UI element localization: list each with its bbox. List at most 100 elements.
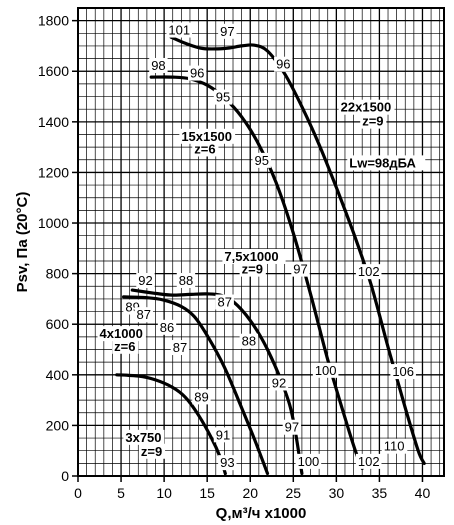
noise-label-background <box>176 273 196 289</box>
noise-label-background <box>312 362 339 378</box>
y-tick-label: 200 <box>46 417 70 433</box>
noise-level-label: 89 <box>194 389 208 404</box>
curve-label: z=9 <box>242 262 263 277</box>
y-tick-label: 1400 <box>38 114 69 130</box>
noise-label-background <box>218 455 237 471</box>
noise-level-label: 87 <box>218 295 232 310</box>
x-tick-label: 15 <box>199 485 215 501</box>
noise-level-label: 106 <box>392 364 414 379</box>
noise-label-background <box>134 307 153 323</box>
x-tick-label: 30 <box>329 485 345 501</box>
x-tick-label: 25 <box>286 485 302 501</box>
noise-label-background <box>355 264 382 280</box>
curve-label: z=9 <box>141 444 162 459</box>
noise-label-background <box>291 261 310 277</box>
noise-label-background <box>252 152 271 168</box>
y-axis-label: Psv, Па (20°С) <box>14 192 31 293</box>
noise-label-background <box>192 389 211 405</box>
noise-level-label: 95 <box>216 90 230 105</box>
y-tick-label: 0 <box>61 468 69 484</box>
curve-label-background <box>360 113 387 129</box>
plot-frame <box>77 7 445 477</box>
noise-level-label: 101 <box>168 23 190 38</box>
noise-label-background <box>149 57 168 73</box>
noise-label-background <box>215 294 234 310</box>
x-tick-label: 40 <box>415 485 431 501</box>
y-tick-label: 1600 <box>38 63 69 79</box>
curve-label-background <box>179 128 236 144</box>
noise-level-label: 91 <box>216 427 230 442</box>
noise-level-label: 102 <box>358 264 380 279</box>
noise-level-label: 86 <box>160 320 174 335</box>
curve-label: 4x1000 <box>100 326 143 341</box>
minor-grid <box>77 7 444 477</box>
noise-label-background <box>390 364 416 380</box>
noise-level-label: 97 <box>220 24 234 39</box>
noise-level-label: 96 <box>276 57 290 72</box>
noise-level-label: 97 <box>285 420 299 435</box>
x-axis-ticks: 0 5 10 15 20 25 30 35 40 <box>74 476 430 501</box>
curve-label: z=6 <box>194 141 215 156</box>
noise-label-background <box>282 419 302 435</box>
curve-label-background <box>192 141 219 157</box>
noise-level-label: 102 <box>358 454 380 469</box>
y-tick-label: 1000 <box>38 215 69 231</box>
noise-level-label: 97 <box>293 262 307 277</box>
major-grid <box>77 8 444 477</box>
x-tick-label: 5 <box>117 485 125 501</box>
noise-label-background <box>187 65 207 81</box>
curve-label: z=9 <box>362 114 383 129</box>
x-tick-label: 20 <box>242 485 258 501</box>
x-tick-label: 35 <box>372 485 388 501</box>
curve-label: 22x1500 <box>341 100 392 115</box>
annotation-background <box>347 155 426 171</box>
curve-3x750 <box>115 373 227 476</box>
noise-label-background <box>355 453 382 469</box>
curve-labels: 3x750z=94x1000z=67,5x1000z=915x1500z=622… <box>97 99 395 459</box>
noise-level-label: 88 <box>242 334 256 349</box>
curve-label: 3x750 <box>125 430 161 445</box>
sound-level-annotation: Lw=98дБА <box>349 155 416 170</box>
noise-level-label: 95 <box>255 153 269 168</box>
noise-label-background <box>274 56 293 72</box>
x-tick-label: 0 <box>74 485 82 501</box>
y-tick-label: 600 <box>46 316 70 332</box>
noise-label-background <box>166 22 193 38</box>
curve-22x1500 <box>169 35 426 465</box>
noise-level-label: 100 <box>315 363 337 378</box>
noise-label-background <box>381 438 408 454</box>
curve-label-background <box>138 443 166 459</box>
curve-label-background <box>112 338 139 354</box>
noise-level-label: 92 <box>272 375 286 390</box>
y-axis-ticks: 0 200 400 600 800 1000 1200 1400 1600 1800 <box>38 13 78 484</box>
noise-label-background <box>157 319 177 335</box>
noise-label-background <box>218 23 237 39</box>
noise-level-label: 98 <box>151 58 165 73</box>
curve-label-background <box>123 429 165 445</box>
curve-4x1000 <box>122 295 270 476</box>
noise-level-label: 92 <box>138 273 152 288</box>
curve-label: 15x1500 <box>181 129 232 144</box>
noise-label-background <box>239 333 259 349</box>
y-tick-label: 1800 <box>38 13 69 29</box>
noise-level-label: 93 <box>220 455 234 470</box>
noise-level-label: 100 <box>298 454 320 469</box>
curve-label: z=6 <box>114 339 135 354</box>
noise-level-label: 88 <box>179 273 193 288</box>
curve-label-background <box>97 326 146 342</box>
x-axis-label: Q,м³/ч x1000 <box>216 505 307 522</box>
curve-label-background <box>239 261 266 277</box>
noise-label-background <box>170 340 190 356</box>
noise-label-background <box>136 273 155 289</box>
noise-label-background <box>213 427 233 443</box>
curve-label-background <box>338 99 395 115</box>
noise-label-background <box>269 375 289 391</box>
noise-label-background <box>213 89 233 105</box>
x-tick-label: 10 <box>156 485 172 501</box>
y-tick-label: 1200 <box>38 164 69 180</box>
y-tick-label: 800 <box>46 266 70 282</box>
noise-level-label: 110 <box>384 439 405 454</box>
noise-label-background <box>295 453 322 469</box>
